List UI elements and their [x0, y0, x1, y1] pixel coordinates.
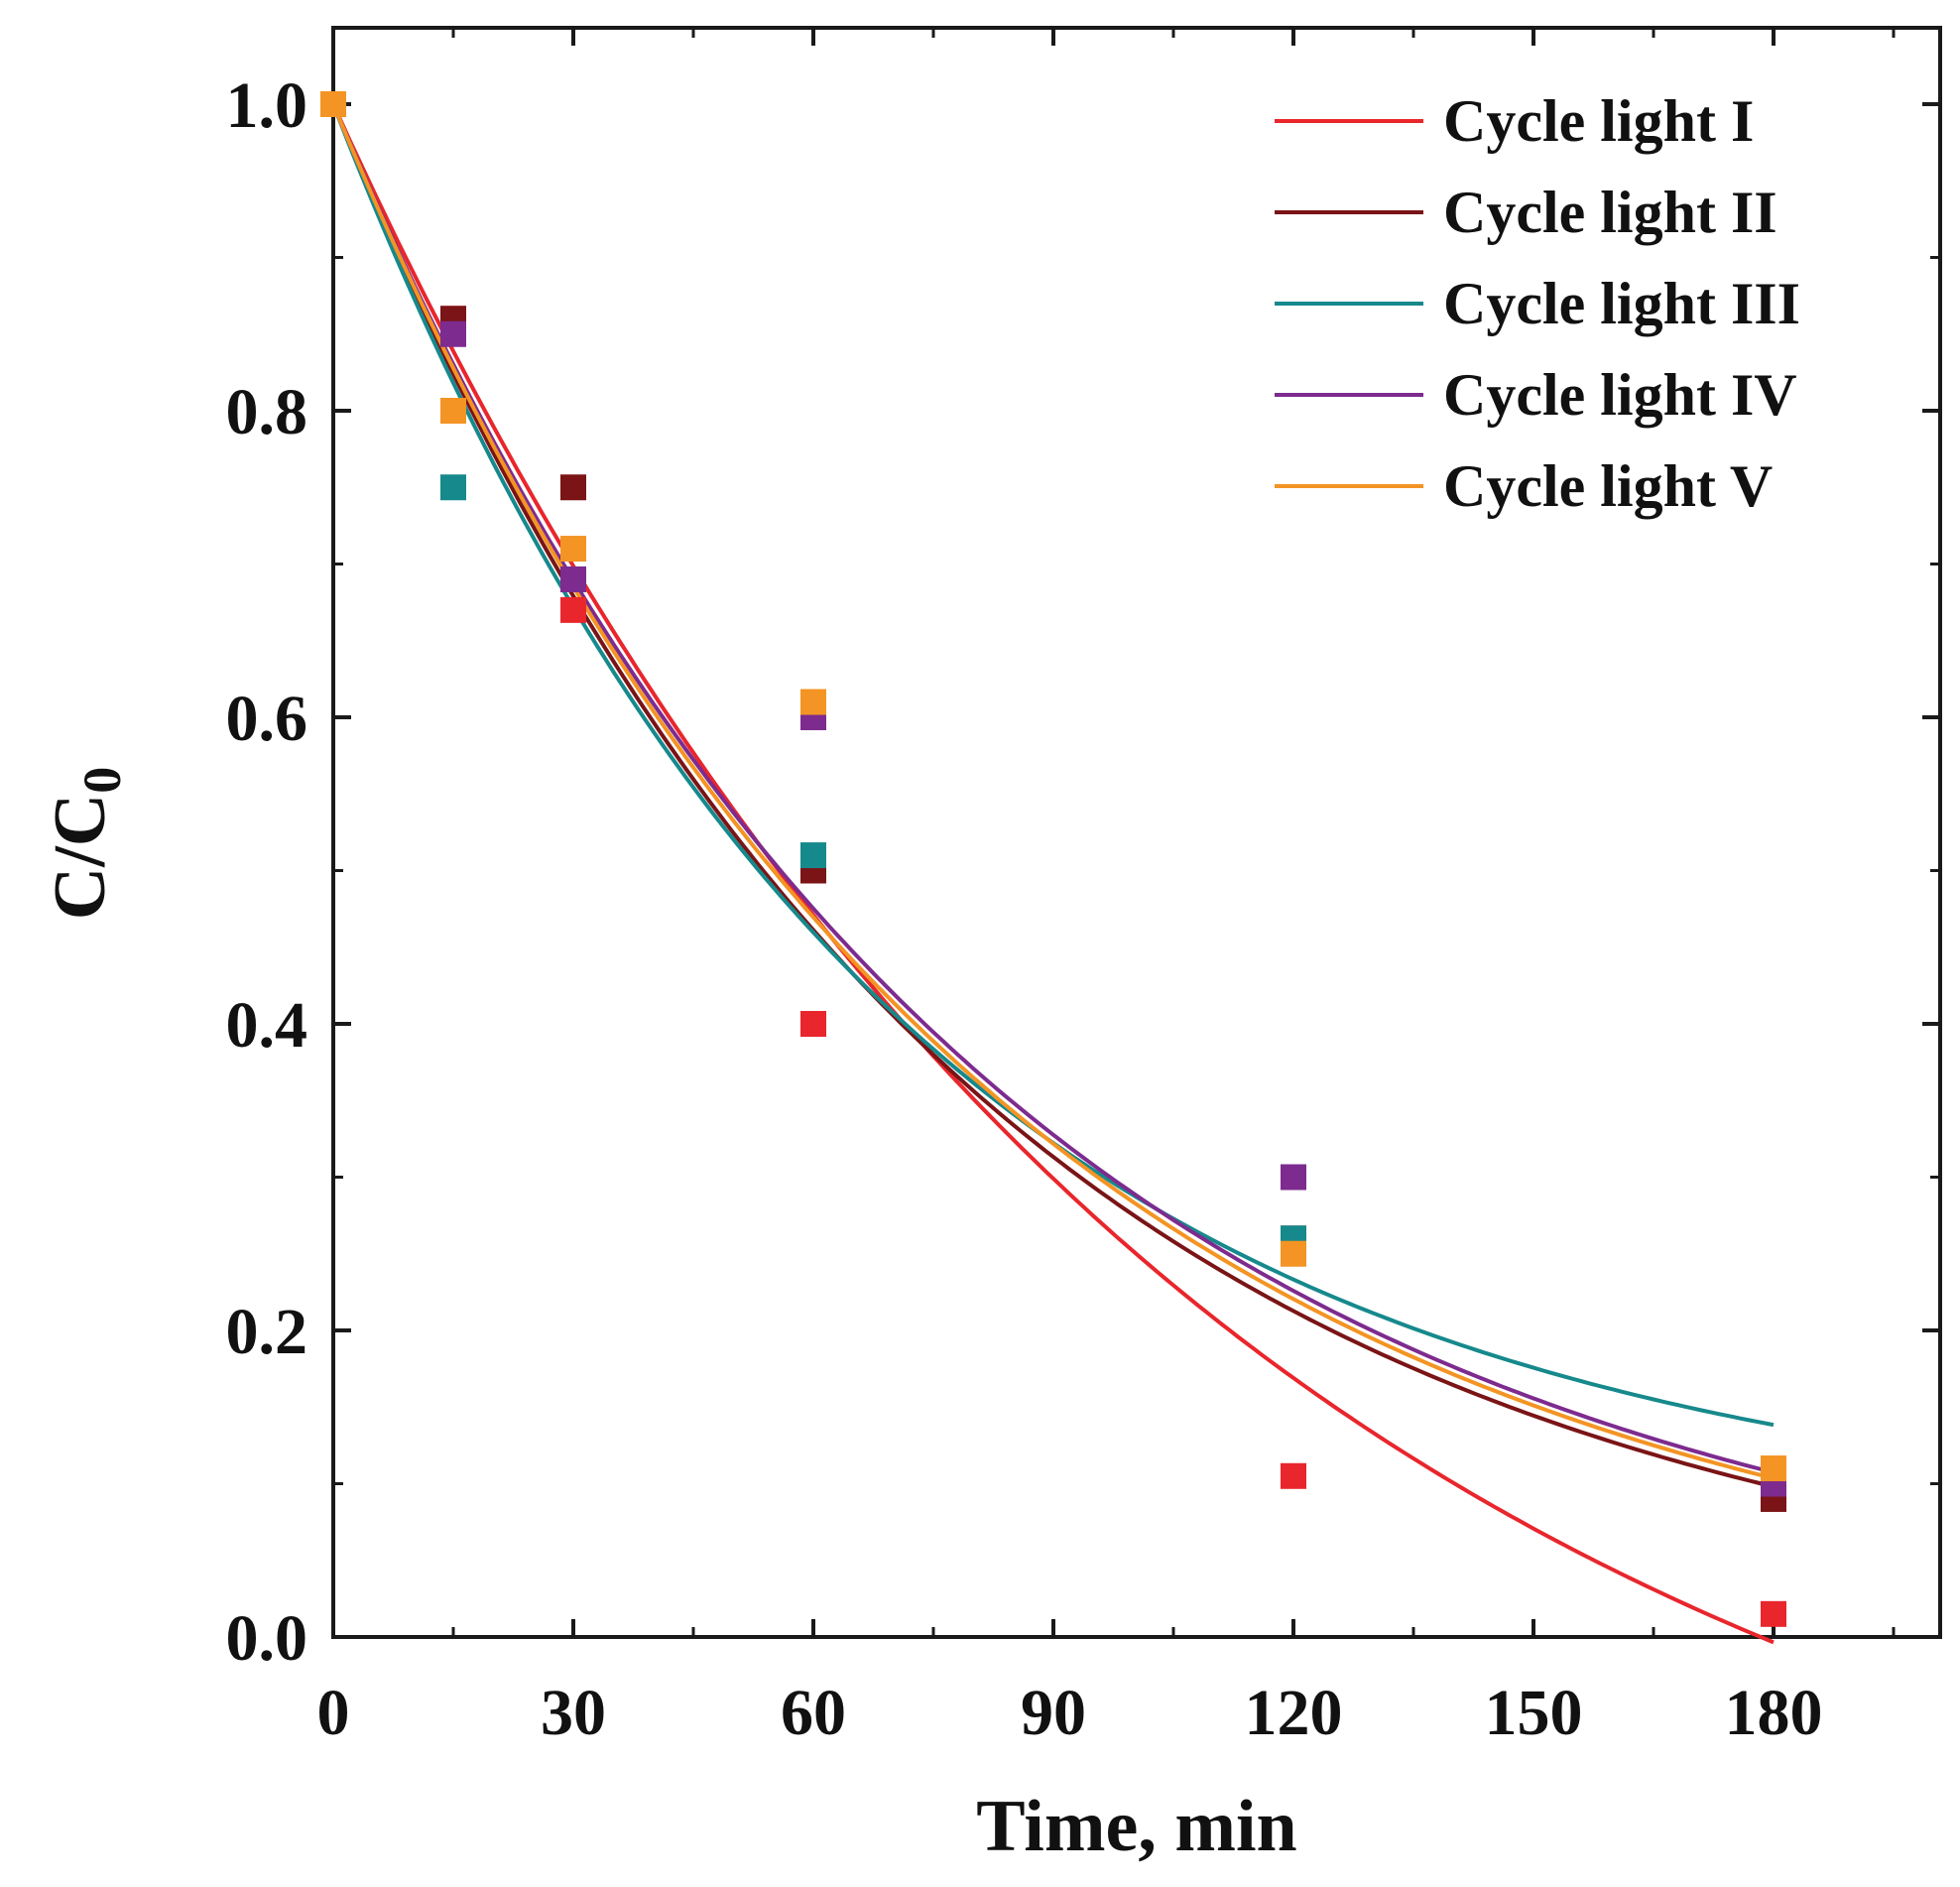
marker-cycle-light-i [1281, 1462, 1306, 1489]
marker-cycle-light-v [320, 91, 346, 117]
y-tick-label: 0.6 [226, 683, 308, 755]
x-tick-label: 90 [1021, 1677, 1086, 1749]
x-tick-label: 120 [1245, 1677, 1343, 1749]
x-tick-label: 30 [541, 1677, 606, 1749]
axis-ticks [331, 28, 1940, 1639]
marker-cycle-light-iv [440, 320, 466, 347]
marker-cycle-light-v [1281, 1240, 1306, 1267]
y-tick-label: 0.8 [226, 376, 308, 448]
y-axis-title-subscript: 0 [72, 767, 132, 794]
marker-cycle-light-v [440, 398, 466, 424]
legend-label-cycle-light-iii: Cycle light III [1443, 271, 1800, 336]
marker-cycle-light-v [800, 689, 826, 715]
y-axis-title: C/C0 [40, 767, 132, 920]
fit-curve-cycle-light-ii [331, 103, 1775, 1489]
marker-cycle-light-iii [440, 474, 466, 501]
marker-cycle-light-i [1761, 1600, 1786, 1627]
y-tick-label: 0.0 [226, 1602, 308, 1675]
x-tick-label: 0 [317, 1677, 350, 1749]
legend-label-cycle-light-ii: Cycle light II [1443, 180, 1777, 245]
plot-frame [331, 26, 1942, 1639]
x-tick-label: 180 [1725, 1677, 1823, 1749]
marker-cycle-light-ii [560, 474, 586, 501]
y-tick-label: 0.2 [226, 1296, 308, 1368]
marker-cycle-light-v [1761, 1455, 1786, 1482]
marker-cycle-light-iii [800, 842, 826, 869]
fit-curve-cycle-light-i [331, 103, 1775, 1645]
legend: Cycle light I Cycle light II Cycle light I… [1275, 88, 1800, 519]
x-tick-label: 60 [781, 1677, 846, 1749]
data-markers [320, 91, 1786, 1627]
legend-label-cycle-light-v: Cycle light V [1443, 453, 1773, 519]
marker-cycle-light-i [560, 596, 586, 623]
y-axis-title-main: C/C [40, 794, 121, 920]
x-tick-label: 150 [1485, 1677, 1583, 1749]
legend-label-cycle-light-i: Cycle light I [1443, 88, 1754, 154]
axis-tick-labels: 0 30 60 90 120 150 180 0.0 0.2 0.4 0.6 0.8 1.0 [226, 69, 1823, 1749]
y-tick-label: 0.4 [226, 989, 308, 1062]
marker-cycle-light-v [560, 536, 586, 563]
x-axis-title: Time, min [976, 1786, 1296, 1867]
marker-cycle-light-iv [1281, 1164, 1306, 1191]
legend-label-cycle-light-iv: Cycle light IV [1443, 362, 1797, 428]
marker-cycle-light-i [800, 1011, 826, 1037]
marker-cycle-light-iv [560, 566, 586, 592]
y-tick-label: 1.0 [226, 69, 308, 142]
